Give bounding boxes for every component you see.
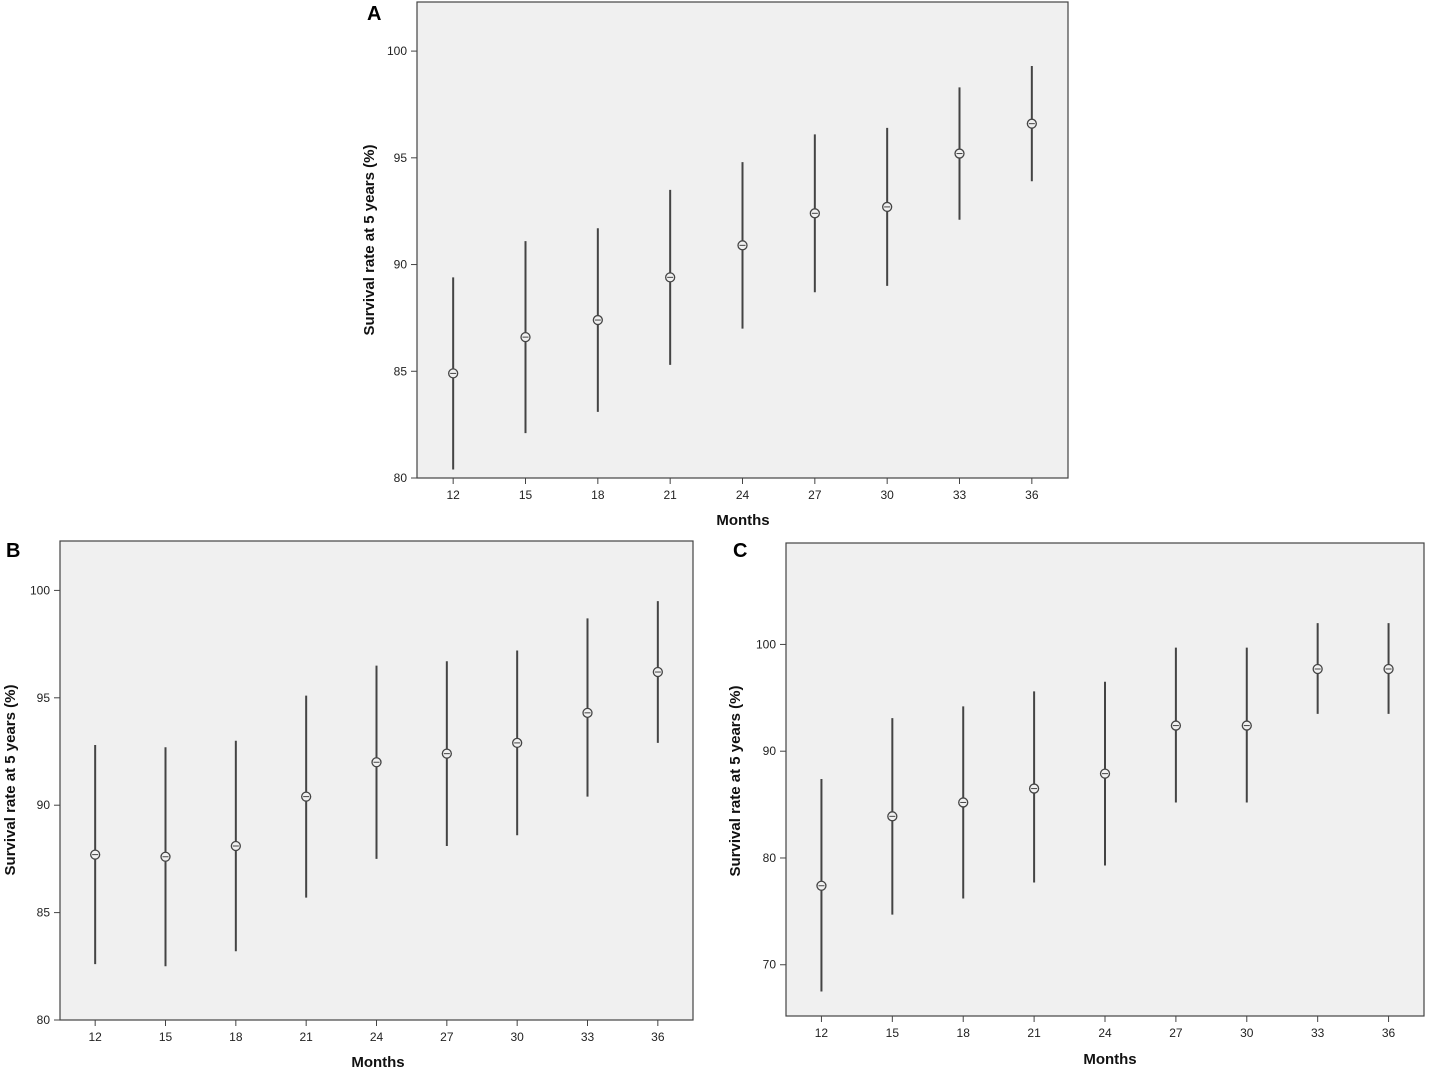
panel-a: A 80 85 90 95 100 12 15 18 21 24 27 30 33 36 Months Surv… [361, 1, 1069, 529]
x-tick-label: 12 [815, 1026, 829, 1040]
mean-marker [1383, 663, 1394, 675]
y-axis-title: Survival rate at 5 years (%) [727, 686, 744, 877]
mean-marker [958, 797, 969, 808]
x-tick-label: 27 [440, 1030, 454, 1044]
panel-letter: B [6, 540, 20, 562]
y-tick-label: 85 [394, 364, 408, 378]
x-tick-label: 24 [370, 1030, 384, 1044]
mean-marker [592, 314, 603, 326]
mean-marker [809, 208, 820, 219]
mean-marker [160, 851, 171, 862]
mean-marker [230, 840, 241, 852]
x-tick-label: 36 [1025, 488, 1039, 502]
x-axis-title: Months [351, 1054, 404, 1070]
x-tick-label: 12 [446, 488, 460, 502]
mean-marker [665, 272, 676, 283]
mean-marker [816, 880, 827, 891]
mean-marker [1026, 118, 1037, 129]
x-tick-label: 21 [1027, 1026, 1041, 1040]
panel-letter: A [367, 3, 381, 25]
mean-marker [737, 240, 748, 251]
mean-marker [441, 748, 452, 759]
x-tick-label: 15 [519, 488, 533, 502]
x-axis-title: Months [1083, 1051, 1136, 1068]
mean-marker [954, 148, 965, 159]
x-tick-label: 18 [957, 1026, 971, 1040]
x-tick-label: 15 [159, 1030, 173, 1044]
y-tick-label: 85 [37, 906, 51, 920]
y-tick-label: 90 [394, 258, 408, 272]
panel-letter: C [733, 540, 747, 562]
x-tick-label: 30 [880, 488, 894, 502]
y-tick-label: 80 [394, 471, 408, 485]
mean-marker [1312, 663, 1323, 675]
mean-marker [301, 791, 312, 802]
x-tick-label: 18 [591, 488, 605, 502]
x-tick-label: 30 [510, 1030, 524, 1044]
mean-marker [1170, 720, 1182, 731]
y-tick-label: 80 [763, 851, 777, 865]
x-tick-label: 21 [663, 488, 677, 502]
x-tick-label: 36 [651, 1030, 665, 1044]
x-tick-label: 24 [1098, 1026, 1112, 1040]
x-tick-label: 27 [1169, 1026, 1183, 1040]
y-axis-title: Survival rate at 5 years (%) [361, 145, 378, 336]
panel-c: C 70 80 90 100 12 15 18 21 24 27 30 33 36 Months Surviv… [727, 540, 1425, 1068]
mean-marker [90, 849, 101, 860]
x-tick-label: 18 [229, 1030, 243, 1044]
x-tick-label: 15 [886, 1026, 900, 1040]
x-tick-label: 36 [1382, 1026, 1396, 1040]
y-tick-label: 100 [756, 637, 776, 651]
y-tick-label: 95 [394, 151, 408, 165]
mean-marker [1241, 720, 1252, 731]
mean-marker [1099, 768, 1111, 779]
mean-marker [652, 666, 663, 678]
y-tick-label: 90 [37, 798, 51, 812]
x-tick-label: 12 [88, 1030, 102, 1044]
y-axis-title: Survival rate at 5 years (%) [2, 685, 19, 876]
mean-marker [882, 201, 893, 213]
x-tick-label: 33 [1311, 1026, 1325, 1040]
x-tick-label: 30 [1240, 1026, 1254, 1040]
x-tick-label: 27 [808, 488, 822, 502]
x-tick-label: 33 [953, 488, 967, 502]
y-tick-label: 70 [763, 958, 777, 972]
mean-marker [1028, 783, 1040, 794]
x-tick-label: 21 [299, 1030, 313, 1044]
x-tick-label: 33 [581, 1030, 595, 1044]
y-tick-label: 95 [37, 691, 51, 705]
mean-marker [448, 368, 459, 379]
x-axis-title: Months [716, 512, 769, 529]
panel-b: B 80 85 90 95 100 12 15 18 21 24 27 30 33 36 Months Surv… [2, 540, 694, 1070]
mean-marker [520, 331, 531, 343]
y-tick-label: 100 [387, 44, 407, 58]
y-tick-label: 100 [30, 583, 50, 597]
x-tick-label: 24 [736, 488, 750, 502]
y-tick-label: 80 [37, 1013, 51, 1027]
mean-marker [512, 737, 523, 749]
mean-marker [887, 811, 898, 822]
y-tick-label: 90 [763, 744, 777, 758]
mean-marker [582, 707, 593, 718]
mean-marker [371, 757, 382, 768]
